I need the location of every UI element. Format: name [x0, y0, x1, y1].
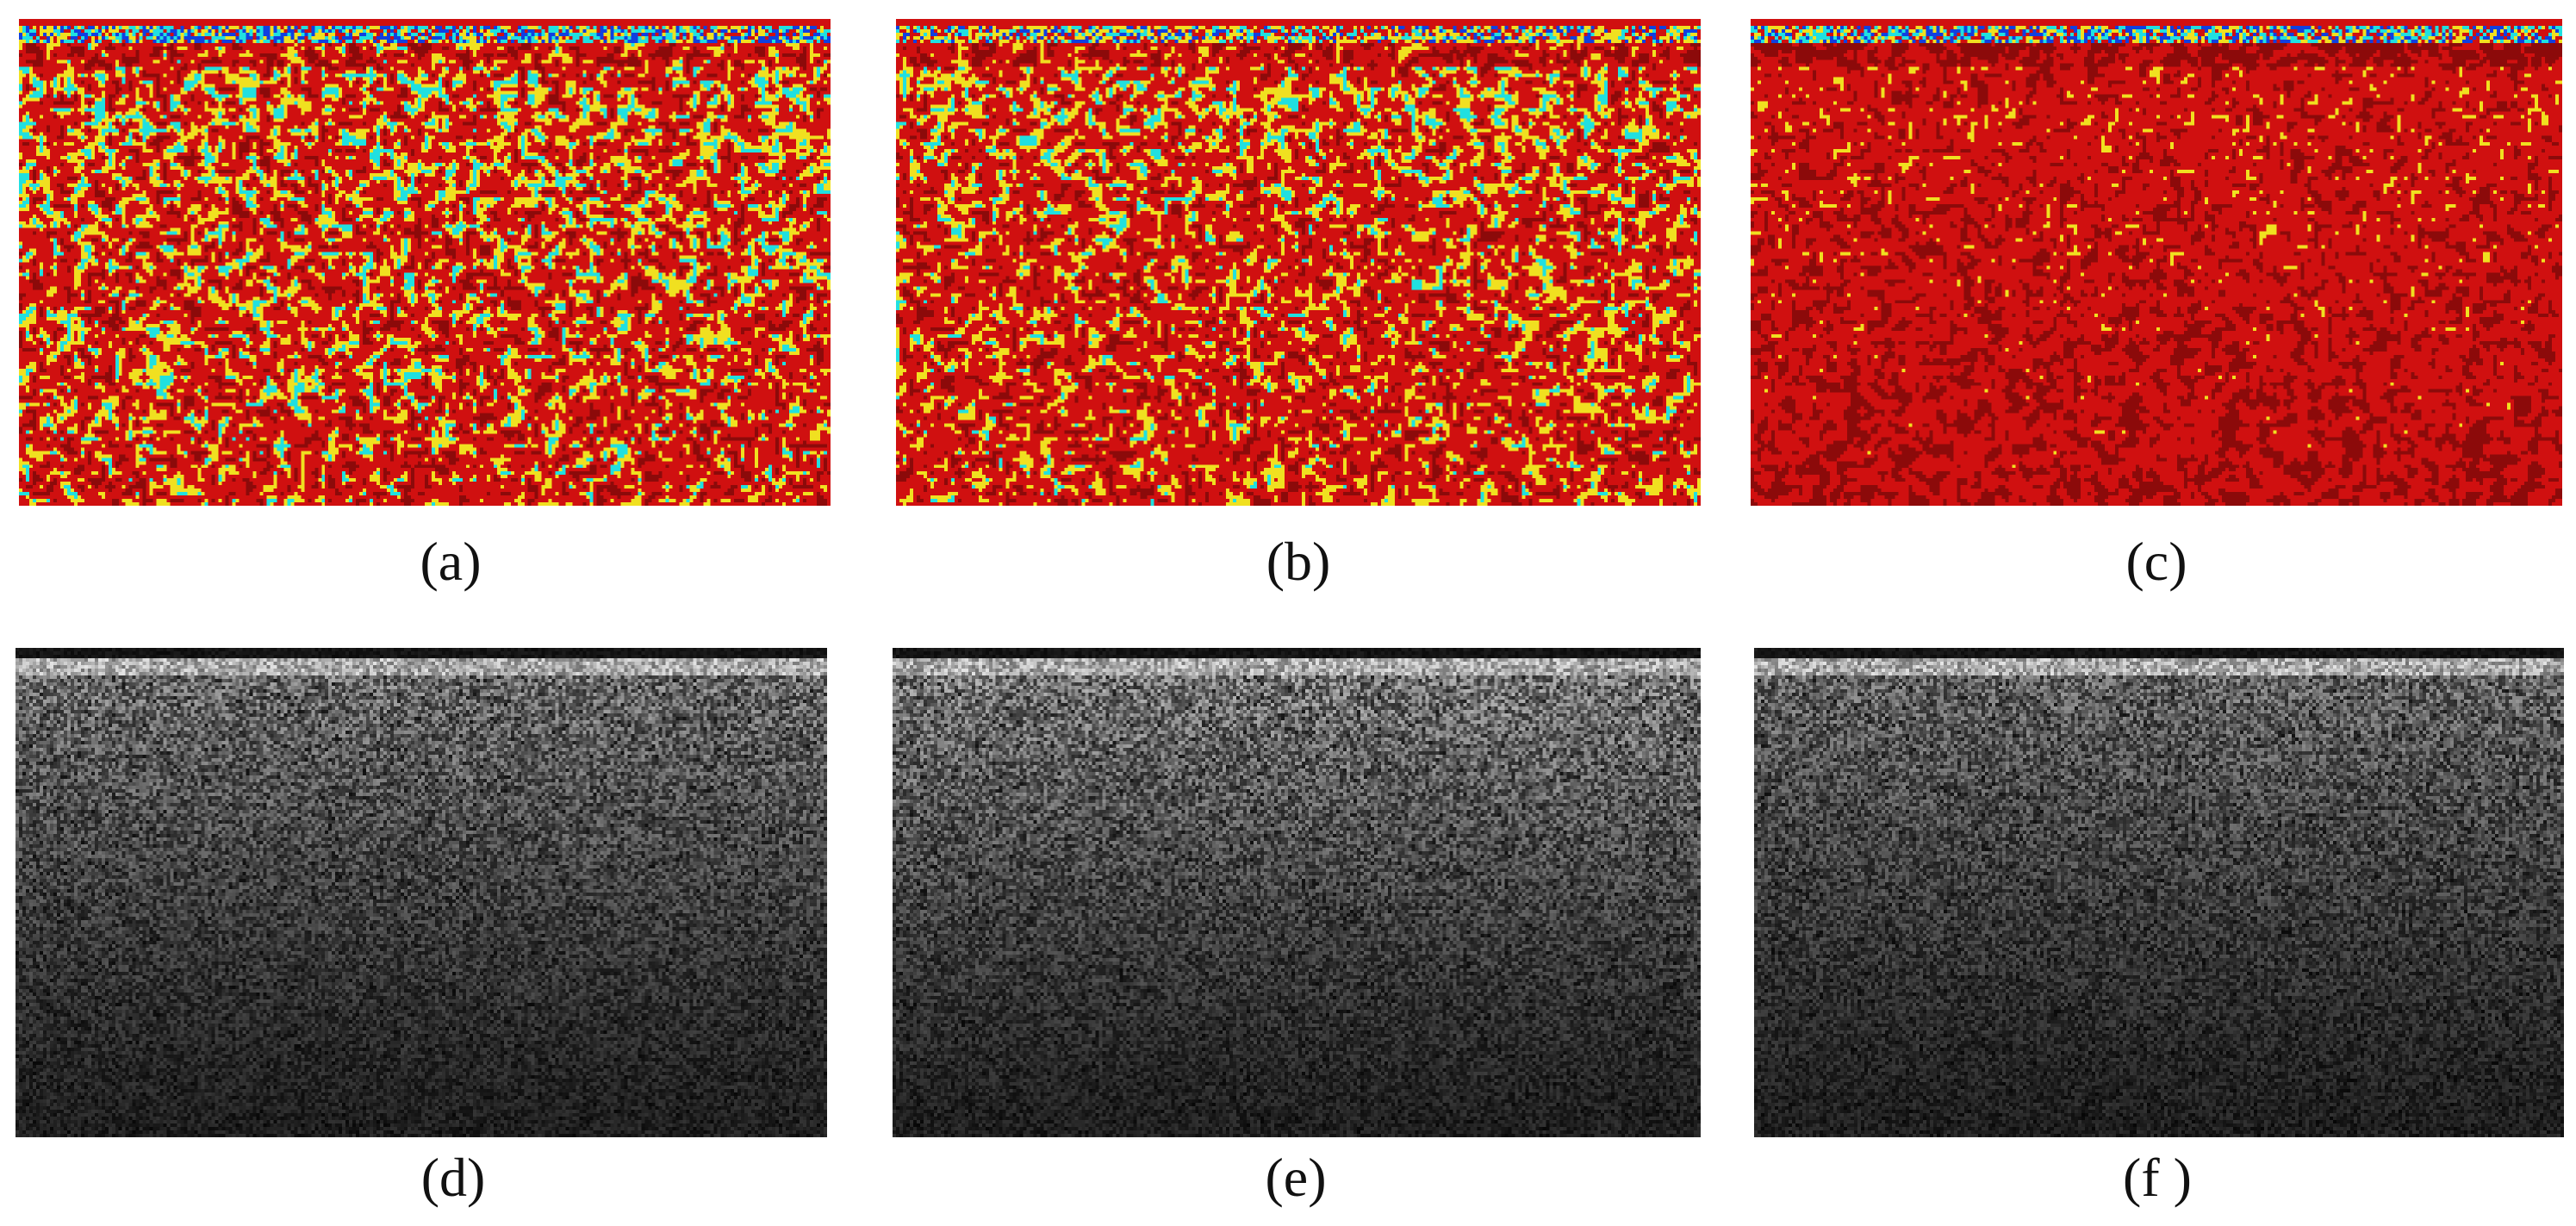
grayscale-speckle-image-d	[16, 648, 827, 1137]
caption-e: (e)	[1265, 1147, 1327, 1208]
image-panel-f	[1754, 648, 2564, 1137]
color-speckle-map-c	[1751, 19, 2562, 506]
caption-a: (a)	[420, 531, 482, 592]
caption-b: (b)	[1266, 531, 1331, 592]
grayscale-speckle-image-f	[1754, 648, 2564, 1137]
image-panel-a	[19, 19, 831, 506]
grayscale-speckle-image-e	[893, 648, 1701, 1137]
image-panel-c	[1751, 19, 2562, 506]
caption-f: (f )	[2123, 1147, 2192, 1208]
image-panel-b	[896, 19, 1701, 506]
color-speckle-map-b	[896, 19, 1701, 506]
caption-d: (d)	[420, 1147, 486, 1208]
caption-c: (c)	[2125, 531, 2187, 592]
image-panel-d	[16, 648, 827, 1137]
image-panel-e	[893, 648, 1701, 1137]
color-speckle-map-a	[19, 19, 831, 506]
